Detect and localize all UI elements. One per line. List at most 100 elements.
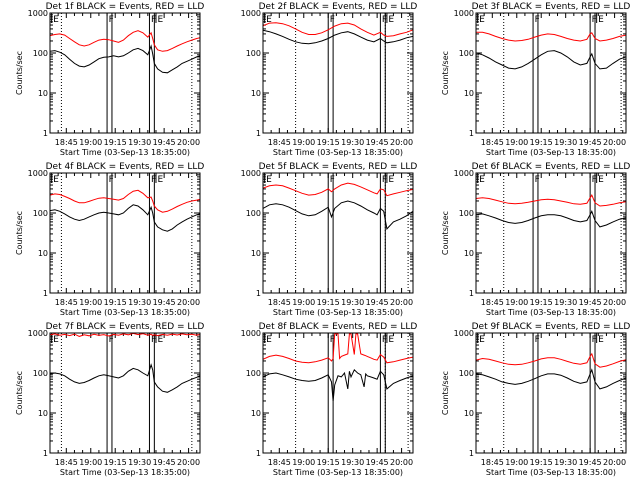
flare-interval-box	[532, 172, 539, 294]
events-series-line	[50, 363, 200, 393]
x-axis-label: Start Time (03-Sep-13 18:35:00)	[486, 148, 616, 157]
event-marker-label: E	[266, 175, 272, 185]
x-tick-label: 19:30	[554, 138, 577, 147]
chart-panel-9: Det 9f BLACK = Events, RED = LLD 1 10 100 10…	[441, 322, 630, 477]
flare-interval-box	[589, 332, 596, 454]
y-tick-label: 1000	[28, 169, 48, 178]
flare-interval-box	[148, 172, 155, 294]
lld-series-line	[476, 31, 626, 42]
x-tick-label: 20:00	[177, 458, 200, 467]
plot-frame	[262, 332, 414, 454]
event-marker-label: E	[479, 15, 485, 25]
x-tick-label: 19:45	[579, 138, 602, 147]
x-tick-label: 18:45	[55, 458, 78, 467]
chart-panel-5: Det 5f BLACK = Events, RED = LLD 1 10 100 10…	[241, 162, 418, 317]
x-tick-label: 19:15	[317, 458, 340, 467]
y-tick-label: 1	[43, 129, 48, 138]
y-tick-label: 10	[38, 409, 48, 418]
chart-panel-6: Det 6f BLACK = Events, RED = LLD 1 10 100 10…	[441, 162, 630, 317]
plot-frame	[262, 12, 414, 134]
x-axis-label: Start Time (03-Sep-13 18:35:00)	[273, 468, 403, 477]
x-tick-label: 20:00	[603, 458, 626, 467]
y-tick-label: 1000	[28, 329, 48, 338]
x-tick-label: 18:45	[268, 458, 291, 467]
x-tick-label: 18:45	[268, 138, 291, 147]
event-marker-label: E	[157, 175, 163, 185]
y-tick-label: 1	[256, 129, 261, 138]
x-tick-label: 19:15	[104, 138, 127, 147]
event-marker-label: E	[598, 15, 604, 25]
flare-interval-label: F	[109, 15, 114, 25]
flare-interval-box	[379, 12, 386, 134]
flare-interval-box	[106, 12, 113, 134]
events-series-line	[50, 204, 200, 232]
y-tick-label: 1000	[454, 9, 474, 18]
lld-series-line	[50, 30, 200, 52]
x-tick-label: 19:45	[579, 298, 602, 307]
y-tick-label: 1000	[454, 329, 474, 338]
events-series-line	[263, 29, 413, 45]
x-tick-label: 19:00	[79, 458, 102, 467]
y-tick-label: 1000	[241, 169, 261, 178]
x-tick-label: 19:30	[128, 298, 151, 307]
y-tick-label: 10	[464, 89, 474, 98]
flare-interval-label: F	[382, 15, 387, 25]
flare-interval-box	[148, 332, 155, 454]
events-series-line	[50, 44, 200, 74]
flare-interval-label: F	[151, 175, 156, 185]
chart-panel-8: Det 8f BLACK = Events, RED = LLD 1 10 100 10…	[241, 322, 418, 477]
chart-title: Det 4f BLACK = Events, RED = LLD	[46, 162, 205, 172]
event-marker-label: E	[479, 335, 485, 345]
x-tick-label: 19:30	[341, 298, 364, 307]
x-tick-label: 19:00	[505, 138, 528, 147]
flare-interval-label: F	[382, 175, 387, 185]
x-tick-label: 20:00	[177, 298, 200, 307]
chart-panel-1: Det 1f BLACK = Events, RED = LLD 1 10 100 10…	[15, 2, 204, 157]
y-tick-label: 10	[251, 409, 261, 418]
event-marker-label: E	[388, 335, 394, 345]
x-tick-label: 19:45	[366, 458, 389, 467]
plot-frame	[49, 172, 201, 294]
y-tick-label: 1	[469, 289, 474, 298]
lld-series-line	[50, 333, 200, 337]
y-tick-label: 1	[43, 289, 48, 298]
flare-interval-label: F	[151, 335, 156, 345]
events-series-line	[476, 209, 626, 228]
x-tick-label: 19:15	[104, 458, 127, 467]
x-tick-label: 19:30	[554, 458, 577, 467]
flare-interval-label: F	[151, 15, 156, 25]
chart-panel-7: Det 7f BLACK = Events, RED = LLD 1 10 100 10…	[15, 322, 204, 477]
x-axis-label: Start Time (03-Sep-13 18:35:00)	[60, 308, 190, 317]
lld-series-line	[263, 333, 413, 364]
x-tick-label: 20:00	[603, 298, 626, 307]
y-axis-label: Counts/sec	[441, 51, 450, 95]
y-tick-label: 100	[459, 209, 474, 218]
events-series-line	[476, 368, 626, 390]
flare-interval-label: F	[382, 335, 387, 345]
y-tick-label: 1000	[241, 9, 261, 18]
x-tick-label: 20:00	[390, 458, 413, 467]
flare-interval-box	[589, 172, 596, 294]
x-tick-label: 18:45	[55, 138, 78, 147]
flare-interval-box	[379, 332, 386, 454]
x-tick-label: 19:30	[554, 298, 577, 307]
chart-title: Det 6f BLACK = Events, RED = LLD	[472, 162, 631, 172]
flare-interval-label: F	[109, 335, 114, 345]
chart-panel-4: Det 4f BLACK = Events, RED = LLD 1 10 100 10…	[15, 162, 204, 317]
y-tick-label: 1000	[454, 169, 474, 178]
flare-interval-label: F	[330, 335, 335, 345]
y-tick-label: 100	[246, 49, 261, 58]
plot-frame	[49, 12, 201, 134]
x-axis-label: Start Time (03-Sep-13 18:35:00)	[486, 468, 616, 477]
lld-series-line	[476, 194, 626, 207]
y-tick-label: 1	[469, 449, 474, 458]
events-series-line	[263, 200, 413, 230]
y-axis-label: Counts/sec	[15, 51, 24, 95]
event-marker-label: E	[388, 15, 394, 25]
x-tick-label: 19:15	[317, 138, 340, 147]
y-tick-label: 10	[38, 249, 48, 258]
y-tick-label: 1000	[28, 9, 48, 18]
x-tick-label: 19:30	[128, 458, 151, 467]
events-series-line	[476, 50, 626, 70]
x-tick-label: 18:45	[481, 138, 504, 147]
